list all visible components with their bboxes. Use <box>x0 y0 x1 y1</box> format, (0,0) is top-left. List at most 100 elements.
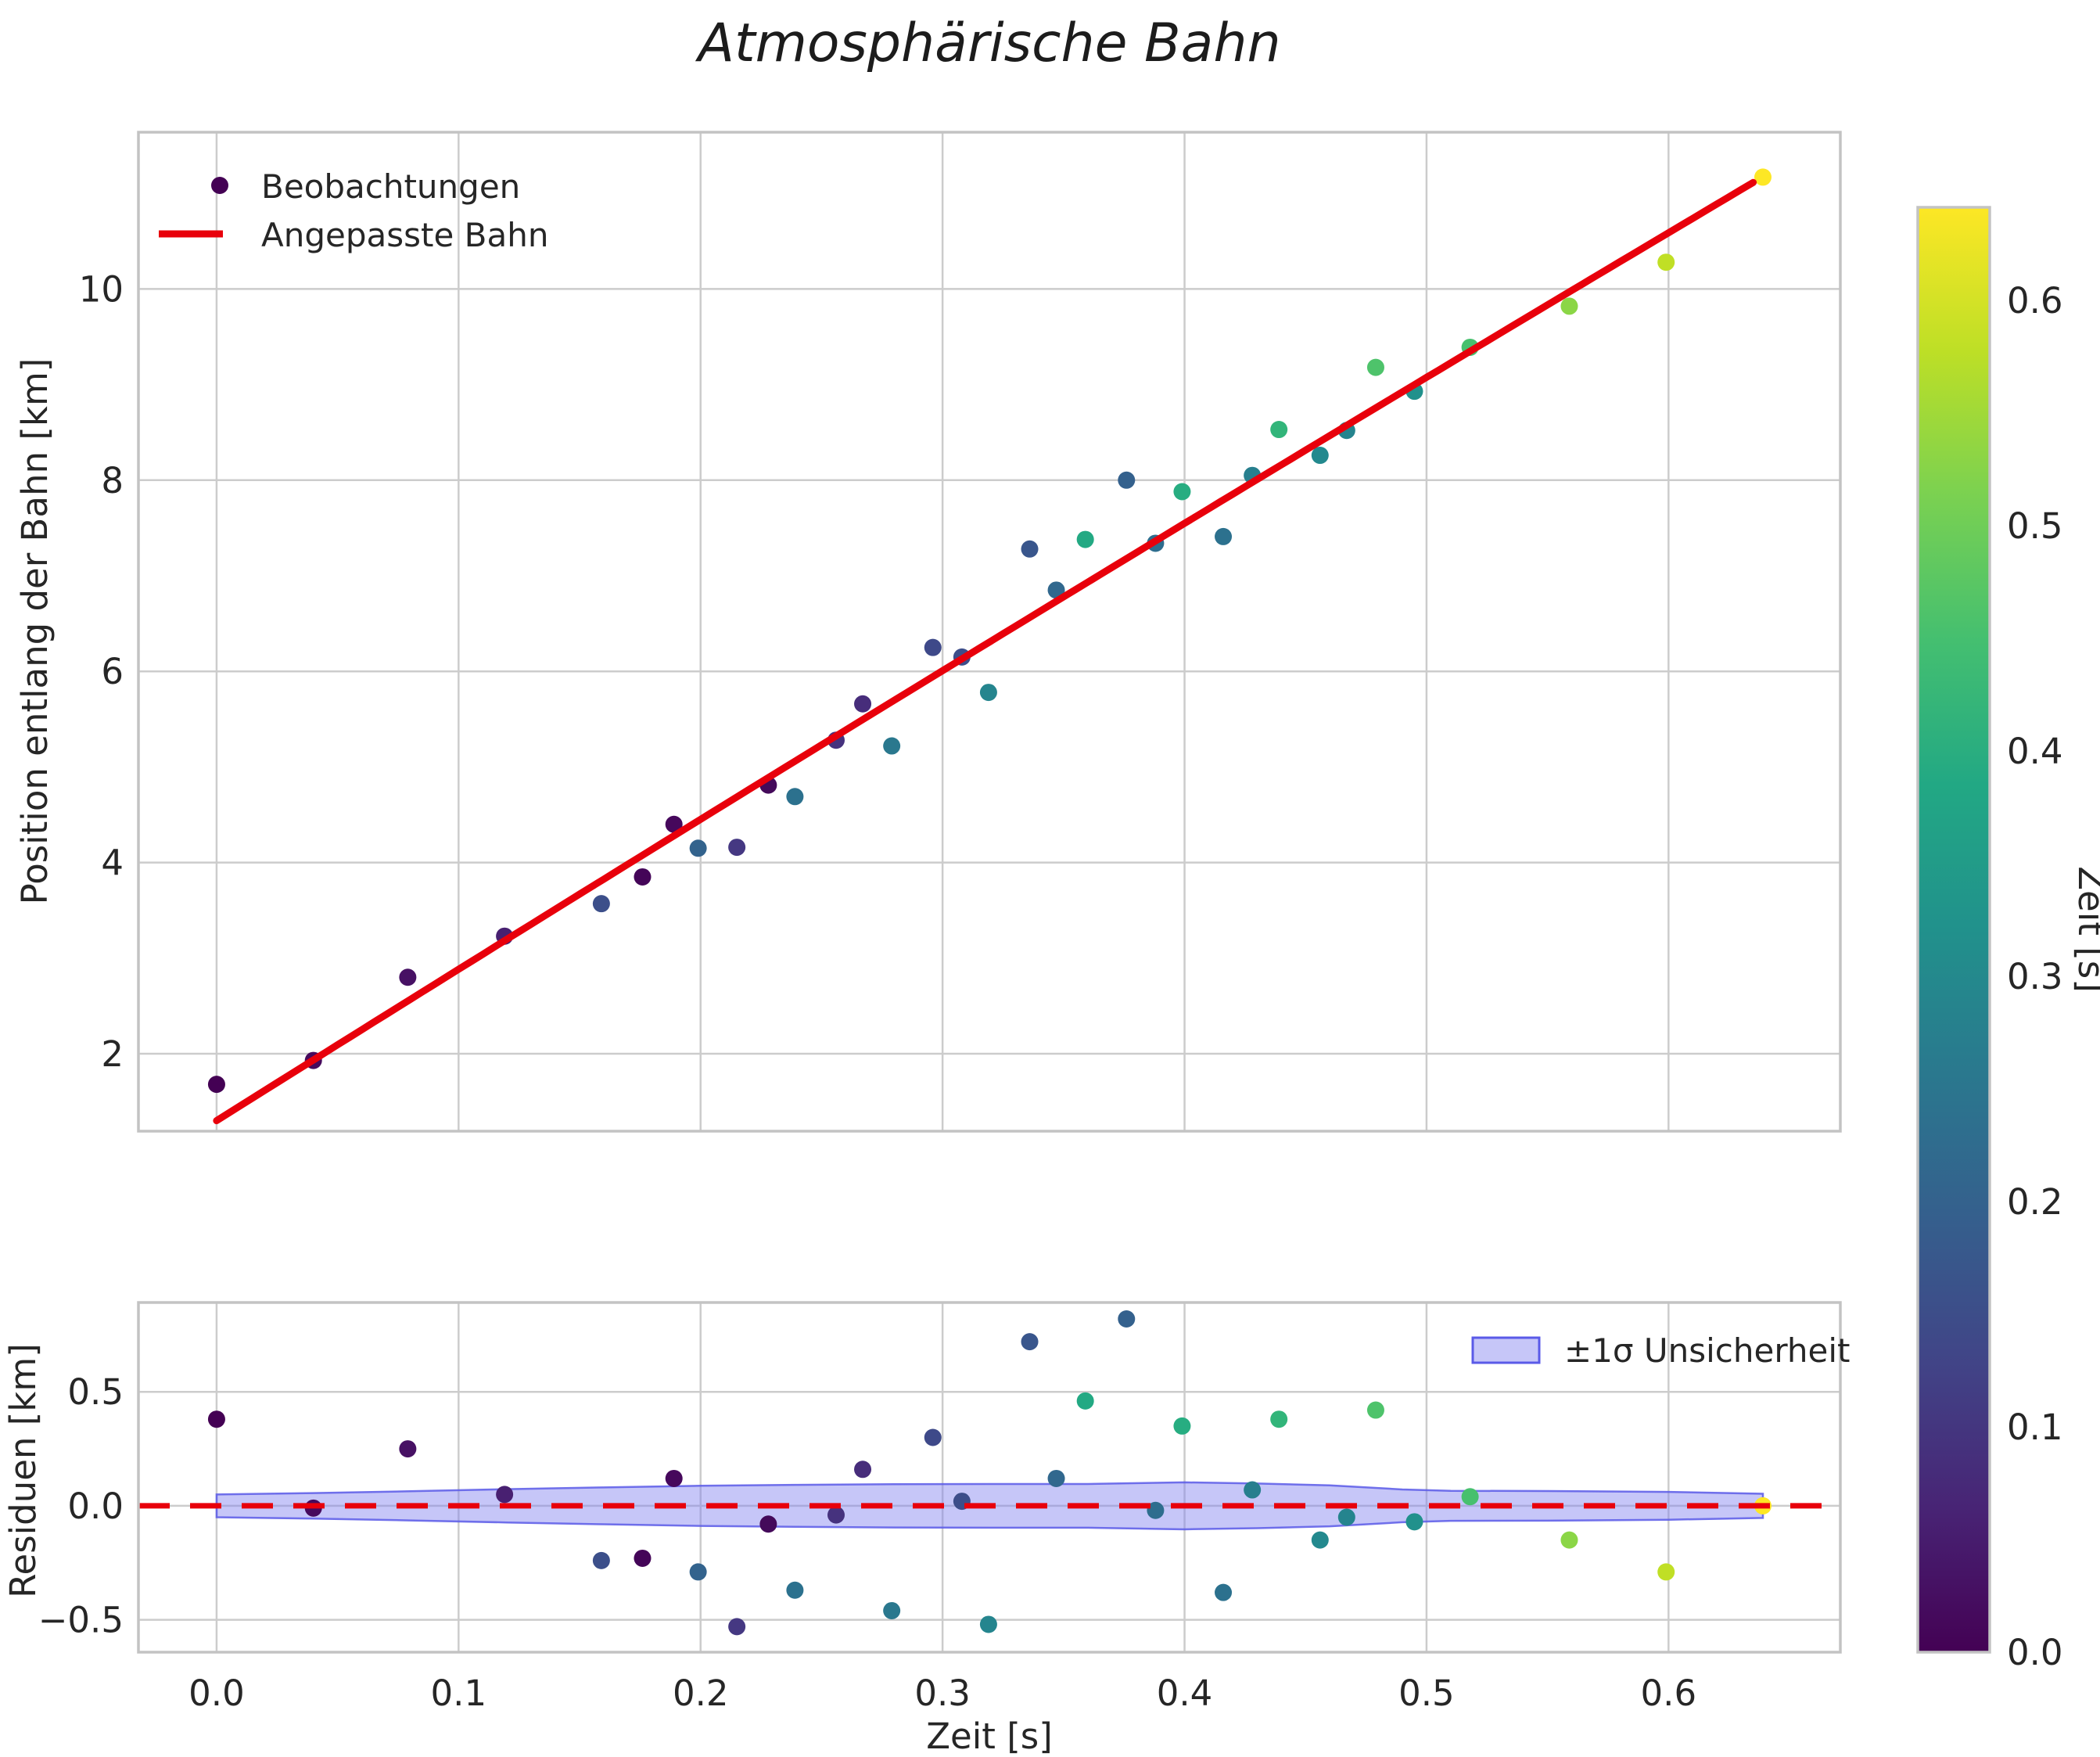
observation-point <box>1076 530 1094 548</box>
y-tick-label: 0.0 <box>67 1486 124 1527</box>
residual-point <box>1657 1563 1675 1581</box>
residual-point <box>854 1461 872 1479</box>
top-y-axis-label: Position entlang der Bahn [km] <box>14 358 56 905</box>
x-tick-label: 0.2 <box>673 1673 729 1714</box>
x-tick-label: 0.4 <box>1157 1673 1213 1714</box>
observation-point <box>1311 447 1329 465</box>
residual-point <box>924 1428 942 1446</box>
observation-point <box>1173 483 1191 501</box>
residual-point <box>399 1440 417 1458</box>
residual-point <box>1076 1392 1094 1410</box>
residual-point <box>1366 1401 1384 1419</box>
observation-point <box>979 684 997 702</box>
residual-point <box>496 1486 514 1504</box>
x-tick-label: 0.0 <box>188 1673 245 1714</box>
x-tick-label: 0.6 <box>1641 1673 1697 1714</box>
residual-point <box>1021 1333 1039 1351</box>
observation-point <box>592 895 610 913</box>
residual-point <box>1118 1310 1136 1328</box>
observation-point <box>728 839 746 857</box>
y-tick-label: 2 <box>101 1033 124 1075</box>
residual-point <box>1215 1583 1233 1601</box>
legend-uncertainty-label: ±1σ Unsicherheit <box>1564 1331 1850 1370</box>
x-tick-label: 0.3 <box>914 1673 971 1714</box>
observation-point <box>1754 168 1772 186</box>
residual-point <box>207 1410 225 1428</box>
observation-point <box>786 788 804 806</box>
x-tick-label: 0.5 <box>1398 1673 1455 1714</box>
residual-point <box>1311 1531 1329 1549</box>
observation-point <box>1270 421 1288 439</box>
legend-observation-marker <box>211 177 228 194</box>
top-plot-legend: Beobachtungen Angepasste Bahn <box>159 167 548 254</box>
colorbar-tick-label: 0.5 <box>2007 505 2063 547</box>
observation-point <box>883 737 901 755</box>
observation-point <box>1215 527 1233 545</box>
observation-point <box>1047 581 1065 599</box>
colorbar-tick-label: 0.1 <box>2007 1407 2063 1448</box>
fitted-trajectory-line <box>213 178 1757 1125</box>
residual-point <box>759 1515 777 1533</box>
residual-point <box>979 1615 997 1633</box>
y-tick-label: −0.5 <box>38 1600 124 1641</box>
colorbar-label: Zeit [s] <box>2070 866 2100 993</box>
colorbar-tick-label: 0.6 <box>2007 280 2063 322</box>
y-tick-label: 6 <box>101 651 124 692</box>
axes-frame <box>137 131 1842 1133</box>
observation-point <box>1657 253 1675 271</box>
tick-labels: 2 4 6 8 10 0.5 0.0 −0.5 0.0 0.1 0.2 0.3 0.4 0.5 0.6 <box>38 268 1696 1714</box>
fitted-line <box>213 178 1757 1125</box>
colorbar-tick-label: 0.2 <box>2007 1181 2063 1223</box>
residual-point <box>786 1581 804 1599</box>
gridlines <box>138 132 1840 1652</box>
residual-point <box>1047 1469 1065 1487</box>
colorbar-tick-label: 0.3 <box>2007 956 2063 997</box>
observation-point <box>665 815 683 833</box>
observation-point <box>207 1076 225 1094</box>
colorbar-gradient <box>1916 206 1991 1654</box>
residual-plot-legend: ±1σ Unsicherheit <box>1471 1331 1850 1370</box>
residual-point <box>827 1506 845 1524</box>
residual-point <box>1560 1531 1578 1549</box>
y-tick-label: 0.5 <box>67 1371 124 1413</box>
axes-frame <box>137 1301 1842 1654</box>
observation-point <box>1118 471 1136 489</box>
bottom-y-axis-label: Residuen [km] <box>2 1343 44 1597</box>
residual-point <box>1147 1501 1165 1519</box>
residual-point <box>1270 1410 1288 1428</box>
legend-observations-label: Beobachtungen <box>261 167 520 206</box>
residual-point <box>883 1601 901 1619</box>
residual-point <box>665 1469 683 1487</box>
observation-point <box>399 968 417 986</box>
observation-point <box>1560 297 1578 315</box>
legend-band-swatch <box>1471 1336 1541 1364</box>
observation-point <box>689 839 707 857</box>
y-tick-label: 10 <box>79 268 124 310</box>
observation-point <box>1366 358 1384 376</box>
colorbar: 0.0 0.1 0.2 0.3 0.4 0.5 0.6 <box>1916 206 2063 1673</box>
residual-point <box>1337 1508 1355 1526</box>
residual-point <box>1461 1488 1479 1506</box>
residual-point <box>1405 1513 1423 1531</box>
observation-point <box>634 868 652 886</box>
observation-point <box>924 638 942 656</box>
residual-point <box>1244 1481 1262 1499</box>
x-axis-label: Zeit [s] <box>926 1716 1053 1757</box>
residual-point <box>1173 1417 1191 1435</box>
observation-point <box>854 695 872 713</box>
colorbar-tick-label: 0.4 <box>2007 731 2063 772</box>
observation-point <box>1021 540 1039 558</box>
y-tick-label: 8 <box>101 460 124 501</box>
legend-fit-label: Angepasste Bahn <box>261 216 548 254</box>
residual-point <box>728 1618 746 1636</box>
residual-point <box>634 1549 652 1567</box>
colorbar-tick-label: 0.0 <box>2007 1632 2063 1673</box>
residual-point <box>689 1563 707 1581</box>
residual-point <box>592 1551 610 1569</box>
axes-spines <box>137 131 1842 1654</box>
x-tick-label: 0.1 <box>431 1673 487 1714</box>
chart-title: Atmosphärische Bahn <box>695 13 1280 74</box>
y-tick-label: 4 <box>101 843 124 884</box>
